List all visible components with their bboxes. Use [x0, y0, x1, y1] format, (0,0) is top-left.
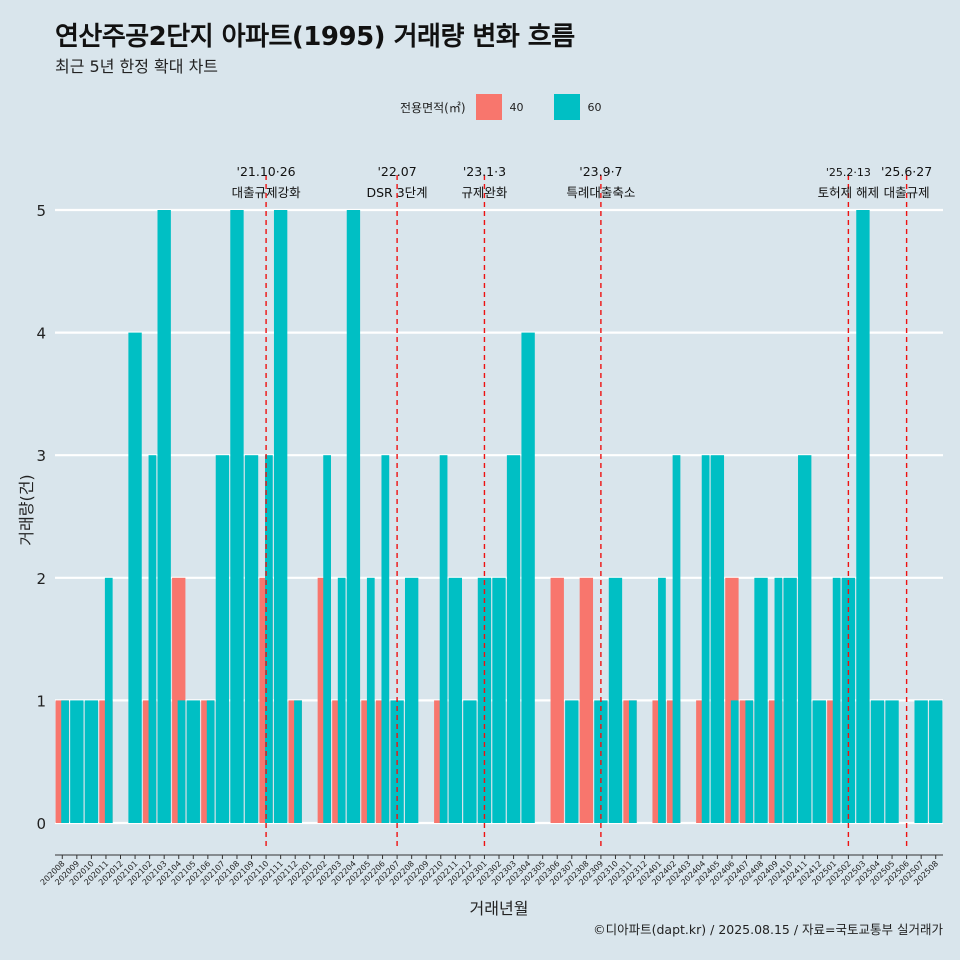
event-date-5: '25.6·27 [881, 164, 932, 179]
legend: 전용면적(㎡) 40 60 [400, 93, 602, 121]
bar-60-202412 [812, 700, 826, 823]
source-caption: ©디아파트(dapt.kr) / 2025.08.15 / 자료=국토교통부 실… [593, 922, 943, 937]
bar-60-202508 [929, 700, 943, 823]
bar-40-202308 [579, 577, 594, 823]
legend-title: 전용면적(㎡) [400, 100, 466, 115]
y-tick-label-5: 5 [36, 202, 46, 220]
bar-60-202501 [832, 577, 841, 823]
bar-60-202405 [710, 455, 725, 823]
bar-60-202203 [337, 577, 346, 823]
x-axis-title: 거래년월 [470, 899, 529, 918]
bar-60-202212 [463, 700, 477, 823]
bar-60-202107 [215, 455, 230, 823]
y-tick-label-2: 2 [36, 570, 46, 588]
bar-60-202102 [148, 455, 157, 823]
event-label-3: 특례대출축소 [566, 185, 635, 200]
bar-60-202009 [70, 700, 84, 823]
bar-60-202206 [381, 455, 390, 823]
bar-60-202303 [506, 455, 521, 823]
event-date-1: '22.07 [377, 164, 416, 179]
bar-60-202401 [658, 577, 666, 823]
bar-60-202507 [914, 700, 928, 823]
bar-60-202302 [492, 577, 506, 823]
bar-60-202410 [783, 577, 797, 823]
bar-60-202103 [157, 210, 171, 823]
bar-60-202503 [856, 210, 870, 823]
chart-subtitle: 최근 5년 한정 확대 차트 [55, 57, 219, 76]
bar-60-202112 [294, 700, 302, 823]
bar-60-202008 [61, 700, 69, 823]
bar-60-202409 [774, 577, 783, 823]
bar-60-202205 [366, 577, 375, 823]
legend-swatch-60 [553, 94, 580, 120]
legend-swatch-40 [475, 94, 502, 120]
y-tick-label-1: 1 [36, 692, 46, 710]
bar-60-202110 [265, 455, 273, 823]
event-label-0: 대출규제강화 [232, 185, 302, 200]
bar-60-202202 [323, 455, 331, 823]
bar-60-202011 [104, 577, 113, 823]
event-date-0: '21.10·26 [237, 164, 296, 179]
bar-60-202404 [701, 455, 710, 823]
bar-60-202111 [273, 210, 288, 823]
bar-60-202101 [128, 332, 142, 823]
bar-60-202109 [244, 455, 259, 823]
bar-60-202208 [404, 577, 419, 823]
event-label-2: 규제완화 [461, 185, 508, 200]
bar-60-202505 [885, 700, 899, 823]
bar-60-202304 [521, 332, 535, 823]
bar-60-202105 [186, 700, 200, 823]
bar-60-202504 [870, 700, 885, 823]
bar-60-202204 [346, 210, 361, 823]
bar-60-202106 [206, 700, 215, 823]
bar-60-202104 [177, 700, 186, 823]
bar-60-202406 [730, 700, 739, 823]
bar-60-202408 [754, 577, 768, 823]
bar-60-202010 [84, 700, 99, 823]
event-label-1: DSR 3단계 [367, 185, 428, 200]
y-tick-label-3: 3 [36, 447, 46, 465]
bar-60-202407 [745, 700, 754, 823]
y-tick-label-4: 4 [36, 325, 46, 343]
legend-label-40: 40 [509, 100, 524, 114]
legend-label-60: 60 [587, 100, 602, 114]
event-date-2: '23.1·3 [463, 164, 506, 179]
chart-title: 연산주공2단지 아파트(1995) 거래량 변화 흐름 [55, 22, 575, 52]
bar-40-202306 [550, 577, 564, 823]
bar-60-202307 [565, 700, 579, 823]
y-axis-title: 거래량(건) [17, 474, 36, 545]
event-label-5: 대출규제 [884, 185, 930, 200]
event-date-4: '25.2·13 [826, 166, 871, 179]
bar-60-202411 [798, 455, 812, 823]
event-label-4: 토허제 해제 [818, 185, 879, 200]
bar-60-202108 [230, 210, 244, 823]
event-date-3: '23.9·7 [579, 164, 622, 179]
bar-60-202211 [448, 577, 463, 823]
bar-60-202311 [628, 700, 637, 823]
bar-60-202210 [439, 455, 448, 823]
y-tick-label-0: 0 [36, 815, 46, 833]
bar-60-202402 [672, 455, 681, 823]
bar-60-202310 [608, 577, 623, 823]
